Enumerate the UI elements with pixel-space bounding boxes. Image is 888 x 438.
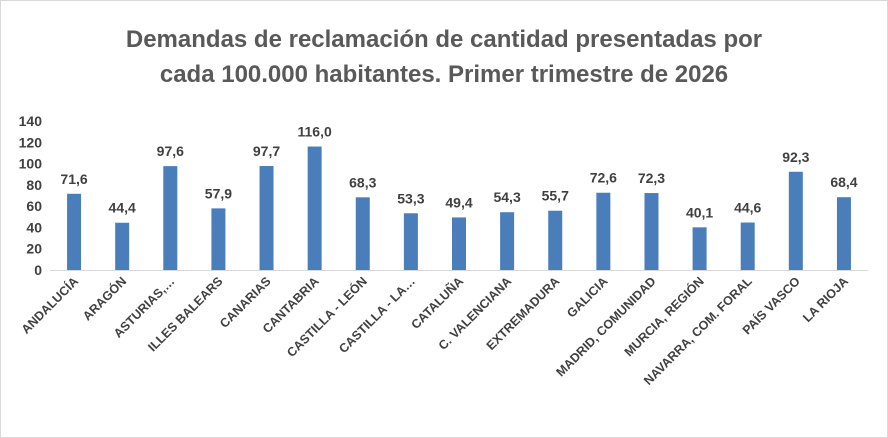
- category-label: GALICIA: [564, 274, 610, 320]
- data-label: 68,3: [349, 174, 376, 190]
- bar: [259, 166, 274, 270]
- y-tick-label: 20: [26, 241, 42, 257]
- data-label: 55,7: [542, 188, 569, 204]
- data-label: 44,4: [109, 200, 136, 216]
- category-label: ARAGÓN: [79, 274, 129, 324]
- bar: [596, 192, 611, 270]
- bar: [836, 197, 851, 270]
- chart-title: Demandas de reclamación de cantidad pres…: [0, 22, 888, 92]
- y-tick-label: 140: [19, 113, 43, 129]
- data-label: 116,0: [298, 124, 332, 140]
- chart-title-line-1: Demandas de reclamación de cantidad pres…: [125, 26, 763, 53]
- category-label: LA RIOJA: [800, 274, 851, 325]
- bars: [67, 146, 851, 270]
- bar: [163, 166, 178, 270]
- bar: [307, 146, 322, 270]
- bar: [67, 193, 82, 270]
- data-label: 72,3: [638, 170, 665, 186]
- data-label: 68,4: [830, 174, 857, 190]
- bar: [500, 212, 515, 270]
- data-label: 53,3: [397, 190, 424, 206]
- category-label: CASTILLA - LEÓN: [283, 274, 369, 360]
- data-label: 97,6: [157, 143, 184, 159]
- chart-title-line-2: cada 100.000 habitantes. Primer trimestr…: [159, 61, 729, 88]
- data-label: 49,4: [445, 194, 472, 210]
- data-label: 71,6: [60, 171, 87, 187]
- bar: [115, 222, 130, 270]
- category-label: ANDALUCÍA: [18, 274, 81, 337]
- y-axis: 0 20 40 60 80 100 120 140: [19, 113, 43, 278]
- category-label: MURCIA, REGIÓN: [621, 274, 707, 360]
- data-labels: 71,6 44,4 97,6 57,9 97,7 116,0 68,3 53,3 49,4 54,…: [60, 124, 857, 221]
- y-tick-label: 80: [26, 177, 42, 193]
- bar: [692, 227, 707, 270]
- category-label: MADRID, COMUNIDAD: [553, 274, 658, 379]
- bar: [403, 213, 418, 270]
- data-label: 92,3: [782, 149, 809, 165]
- data-label: 54,3: [493, 189, 520, 205]
- bar: [355, 197, 370, 270]
- bar: [740, 222, 755, 270]
- bar: [211, 208, 226, 270]
- y-tick-label: 40: [26, 219, 42, 235]
- data-label: 57,9: [205, 185, 232, 201]
- data-label: 97,7: [253, 143, 280, 159]
- data-label: 72,6: [590, 170, 617, 186]
- bar: [452, 217, 466, 270]
- y-tick-label: 60: [26, 198, 42, 214]
- y-tick-label: 120: [19, 134, 43, 150]
- y-tick-label: 0: [34, 262, 42, 278]
- bar: [788, 171, 803, 270]
- bar: [548, 210, 563, 270]
- bar: [644, 193, 659, 270]
- y-tick-label: 100: [19, 156, 43, 172]
- data-label: 44,6: [734, 200, 761, 216]
- data-label: 40,1: [686, 204, 713, 220]
